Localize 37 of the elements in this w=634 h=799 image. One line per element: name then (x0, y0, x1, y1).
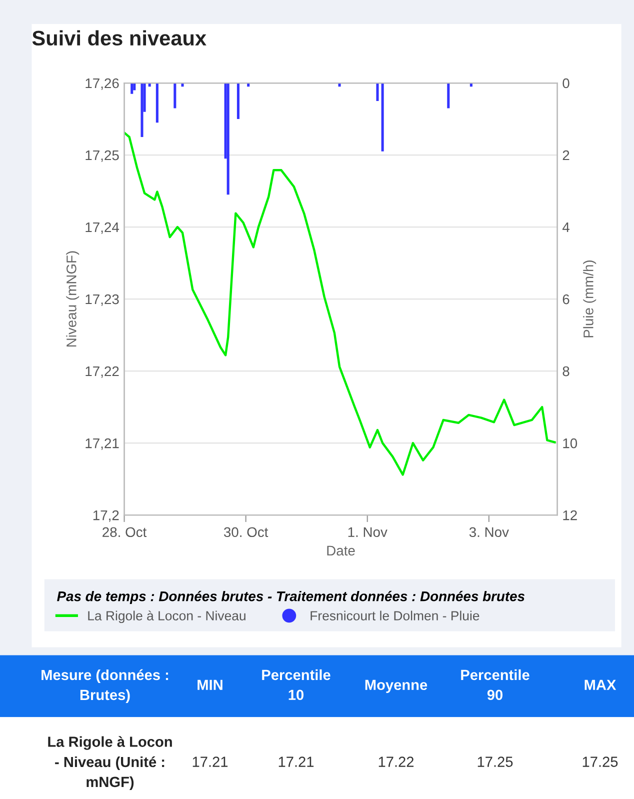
y2-tick-label: 8 (562, 366, 570, 376)
x-tick-label: 3. Nov (469, 527, 509, 538)
data-label: 17.21 (192, 756, 228, 767)
y2-tick-label: 2 (562, 150, 570, 160)
category-label: MIN (198, 680, 222, 690)
chart-title: Suivi des niveaux (32, 30, 206, 46)
text: La Rigole à Locon - Niveau (Unité : mNGF) (48, 736, 172, 790)
y-tick-label: 17,2 (93, 510, 119, 522)
category-label: Moyenne (365, 680, 428, 693)
legend-label: La Rigole à Locon - Niveau (88, 610, 246, 624)
data-label: 17.25 (582, 756, 618, 767)
legend-label: Fresnicourt le Dolmen - Pluie (310, 610, 480, 620)
y-tick-label: 17,25 (86, 150, 119, 162)
x-tick-label: 28. Oct (102, 527, 147, 538)
data-label: 17.21 (278, 756, 314, 767)
category-label: Percentile 10 (262, 669, 330, 700)
y-tick-label: 17,23 (86, 294, 119, 306)
legend-title: Pas de temps : Données brutes - Traitement données : Données brutes (57, 590, 525, 604)
y-tick-label: 17,22 (86, 366, 119, 378)
y-tick-label: 17,24 (86, 222, 119, 234)
data-label: 17.25 (478, 756, 513, 767)
x-tick-label: 30. Oct (224, 527, 268, 538)
y2-tick-label: 4 (562, 222, 570, 232)
category-label: Percentile 90 (461, 669, 530, 700)
y-tick-label: 17,26 (86, 78, 119, 90)
y2-tick-label: 10 (563, 438, 578, 448)
y2-tick-label: 0 (562, 78, 570, 88)
data-label: 17.22 (378, 756, 414, 767)
x-tick-label: 1. Nov (348, 527, 388, 538)
y-axis-title: Niveau (mNGF) (66, 251, 80, 346)
category-label: MAX (584, 680, 616, 690)
text: Mesure (données : Brutes) (42, 669, 168, 703)
y2-axis-title: Pluie (mm/h) (583, 260, 596, 338)
y2-tick-label: 12 (563, 510, 577, 520)
x-axis-title: Date (327, 546, 355, 556)
y-tick-label: 17,21 (86, 438, 119, 450)
y2-tick-label: 6 (562, 294, 570, 304)
